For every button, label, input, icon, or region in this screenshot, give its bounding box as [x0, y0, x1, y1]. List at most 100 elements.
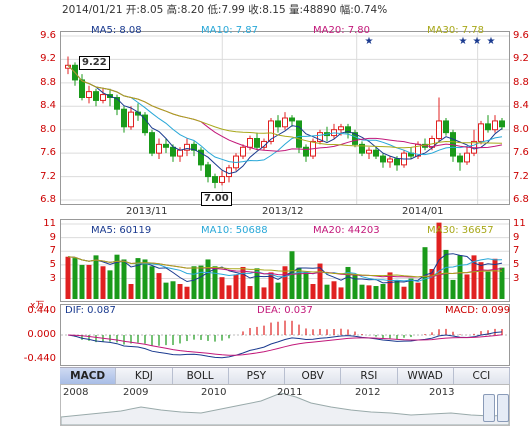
candle-body: [478, 123, 484, 142]
candle-body: [93, 91, 99, 101]
candle-body: [177, 149, 183, 157]
tab-rsi[interactable]: RSI: [341, 368, 398, 384]
year-2009[interactable]: 2009: [123, 387, 149, 398]
volume-bar: [296, 267, 302, 299]
close-value: 8.15: [262, 4, 286, 16]
volume-bar: [478, 262, 484, 299]
date-label-nov: 2013/11: [126, 206, 168, 217]
price-chart-svg: ★ ★ ★ ★: [61, 32, 509, 204]
right-axis-tick: 8.4: [513, 100, 529, 112]
volume-bar: [394, 280, 400, 299]
tab-cci[interactable]: CCI: [454, 368, 510, 384]
candle-body: [275, 120, 281, 128]
candle-body: [492, 120, 498, 131]
volume-bar: [107, 270, 113, 299]
volume-bar: [359, 284, 365, 299]
volume-value: 48890: [303, 4, 337, 16]
volume-bar: [247, 286, 253, 299]
volume-chart-svg: [61, 222, 509, 299]
left-axis-tick: 0.440: [27, 305, 56, 316]
candle-body: [114, 97, 120, 110]
dea-legend: DEA: 0.037: [257, 305, 313, 316]
tab-psy[interactable]: PSY: [229, 368, 285, 384]
tab-macd[interactable]: MACD: [60, 368, 117, 384]
volume-bar: [499, 267, 505, 299]
candle-body: [247, 138, 253, 148]
low-label: 低:: [207, 4, 222, 16]
volume-bar: [261, 287, 267, 299]
year-2010[interactable]: 2010: [201, 387, 227, 398]
right-axis-tick: 3: [513, 272, 520, 284]
tab-wwad[interactable]: WWAD: [398, 368, 454, 384]
high-label: 高:: [166, 4, 181, 16]
timeline-navigator[interactable]: 2008 2009 2010 2011 2012 2013: [60, 384, 510, 426]
volume-bar: [156, 273, 162, 299]
candle-body: [380, 155, 386, 163]
ma10-line: [67, 64, 503, 164]
volume-bar: [422, 247, 428, 299]
star-marker: ★: [473, 36, 482, 47]
volume-bar: [170, 281, 176, 299]
date-label-jan: 2014/01: [402, 206, 444, 217]
ma5-legend: MA5: 8.08: [91, 25, 142, 36]
volume-bar: [485, 271, 491, 299]
left-axis-tick: 9.6: [40, 30, 56, 41]
star-marker: ★: [365, 36, 374, 47]
year-2008[interactable]: 2008: [63, 387, 89, 398]
timeline-right-handle[interactable]: [497, 394, 509, 422]
candle-body: [352, 132, 358, 145]
volume-bar: [492, 258, 498, 299]
change-label: 幅:: [339, 4, 354, 16]
volume-bar: [331, 281, 337, 299]
volume-bar: [135, 258, 141, 299]
candle-body: [289, 117, 295, 122]
candle-body: [184, 143, 190, 151]
volume-bar: [373, 286, 379, 299]
price-chart-pane[interactable]: ★ ★ ★ ★ MA5: 8.08 MA10: 7.87 MA20: 7.80 MA3…: [60, 25, 510, 206]
tab-obv[interactable]: OBV: [285, 368, 342, 384]
left-axis-tick: 11: [43, 218, 56, 229]
candle-body: [317, 132, 323, 142]
vol-ma30-legend: MA30: 36657: [427, 225, 494, 236]
volume-bar: [471, 255, 477, 299]
volume-chart-pane[interactable]: MA5: 60119 MA10: 50688 MA20: 44203 MA30:…: [60, 219, 510, 302]
candle-body: [359, 143, 365, 154]
macd-chart-pane[interactable]: DIF: 0.087 DEA: 0.037 MACD: 0.099: [60, 304, 510, 366]
candle-body: [485, 123, 491, 131]
candle-body: [464, 152, 470, 163]
candle-body: [303, 146, 309, 157]
volume-bar: [121, 259, 127, 299]
candle-body: [499, 120, 505, 128]
change-value: 0.74%: [353, 4, 388, 16]
volume-bar: [240, 266, 246, 299]
vol-ma10-legend: MA10: 50688: [201, 225, 268, 236]
volume-bar: [86, 264, 92, 299]
tab-kdj[interactable]: KDJ: [116, 368, 173, 384]
right-axis-tick: 9.6: [513, 30, 529, 41]
ma30-line: [67, 64, 503, 149]
left-axis-tick: 7.2: [40, 170, 56, 182]
volume-bar: [128, 284, 134, 299]
dea-line: [67, 334, 503, 356]
year-2013[interactable]: 2013: [429, 387, 455, 398]
left-axis-tick: -0.440: [23, 353, 56, 364]
volume-label: 量:: [289, 4, 304, 16]
volume-bar: [401, 286, 407, 299]
timeline-left-handle[interactable]: [483, 394, 495, 422]
candle-body: [170, 146, 176, 157]
ma5-line: [67, 64, 503, 175]
tab-boll[interactable]: BOLL: [173, 368, 229, 384]
year-2012[interactable]: 2012: [355, 387, 381, 398]
open-label: 开:: [125, 4, 140, 16]
candle-body: [443, 120, 449, 134]
volume-bar: [226, 285, 232, 299]
volume-bar: [387, 272, 393, 299]
candle-body: [268, 120, 274, 142]
volume-bar: [324, 284, 330, 299]
vol-ma20-legend: MA20: 44203: [313, 225, 380, 236]
star-marker: ★: [459, 36, 468, 47]
candle-body: [163, 143, 169, 148]
year-2011[interactable]: 2011: [277, 387, 303, 398]
vol-ma5-legend: MA5: 60119: [91, 225, 152, 236]
volume-bar: [72, 258, 78, 299]
